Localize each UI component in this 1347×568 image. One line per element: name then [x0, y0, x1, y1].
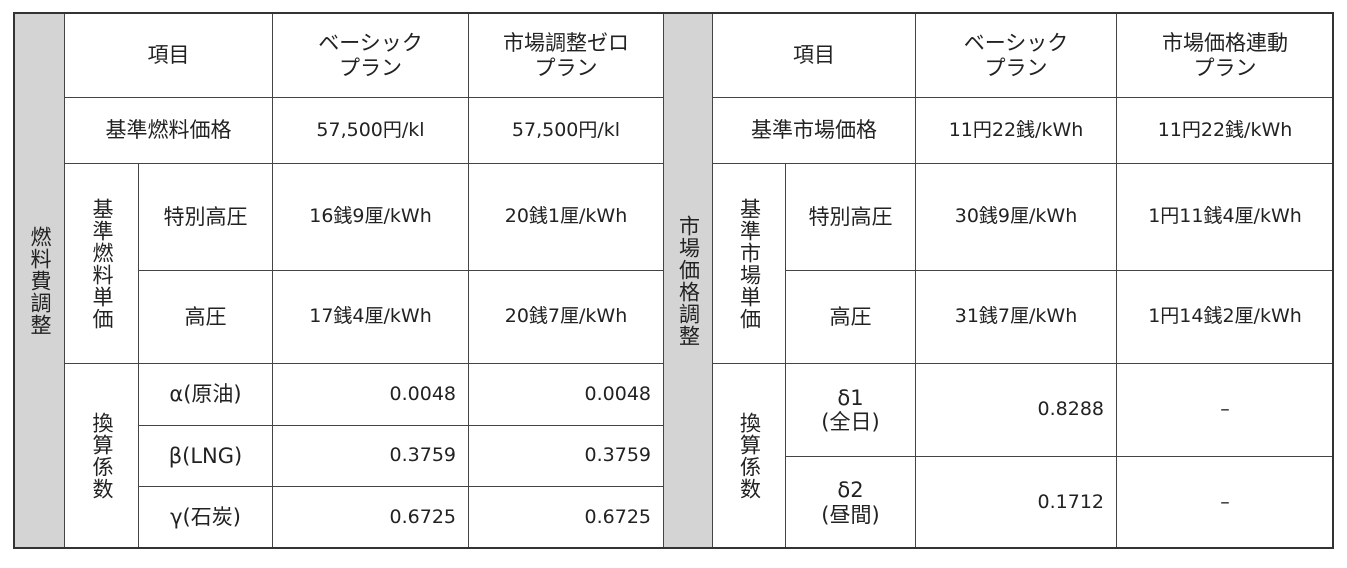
- cell-text: 16銭9厘/kWh: [309, 205, 432, 228]
- cell-text: ベーシック: [963, 31, 1069, 56]
- side-label: 市場価格調整: [663, 13, 713, 549]
- row-label: δ2 (昼間): [785, 456, 916, 549]
- cell-text: 基準燃料単価: [90, 197, 114, 330]
- cell-text: 11円22銭/kWh: [1157, 118, 1293, 141]
- row-label: γ(石炭): [138, 486, 273, 549]
- cell-text: 基準市場単価: [737, 197, 762, 330]
- cell-text: 30銭9厘/kWh: [954, 205, 1078, 228]
- value-cell: 11円22銭/kWh: [915, 97, 1117, 164]
- cell-text: 換算係数: [90, 412, 114, 500]
- header-cell: 市場価格連動 プラン: [1116, 13, 1334, 98]
- row-label: 高圧: [138, 270, 273, 364]
- cell-text: 市場価格調整: [676, 215, 701, 347]
- value-cell: 30銭9厘/kWh: [915, 163, 1117, 271]
- header-cell: 項目: [64, 13, 273, 98]
- value-cell: 20銭7厘/kWh: [468, 270, 664, 364]
- value-cell: 57,500円/kl: [468, 97, 664, 164]
- group-label: 基準燃料単価: [64, 163, 139, 364]
- value-cell: 17銭4厘/kWh: [272, 270, 469, 364]
- cell-text: 57,500円/kl: [316, 118, 425, 141]
- cell-text: 1円11銭4厘/kWh: [1148, 205, 1302, 228]
- value-cell: 1円14銭2厘/kWh: [1116, 270, 1334, 364]
- row-label: α(原油): [138, 363, 273, 426]
- cell-text: プラン: [339, 55, 402, 80]
- cell-text: 0.6725: [389, 505, 456, 528]
- cell-text: 0.6725: [584, 505, 651, 528]
- value-cell: 1円11銭4厘/kWh: [1116, 163, 1334, 271]
- cell-text: 0.0048: [584, 382, 651, 405]
- value-cell: 0.3759: [272, 425, 469, 487]
- value-cell: 0.0048: [468, 363, 664, 426]
- cell-text: 0.3759: [584, 444, 651, 467]
- cell-text: 17銭4厘/kWh: [309, 305, 432, 328]
- cell-text: 燃料費調整: [28, 226, 52, 336]
- value-cell: 11円22銭/kWh: [1116, 97, 1334, 164]
- value-cell: 57,500円/kl: [272, 97, 469, 164]
- cell-text: 57,500円/kl: [511, 118, 621, 141]
- cell-text: –: [1220, 398, 1230, 421]
- cell-text: 0.1712: [1037, 490, 1104, 513]
- cell-text: 20銭7厘/kWh: [504, 305, 628, 328]
- row-label: 特別高圧: [785, 163, 916, 271]
- row-label: 特別高圧: [138, 163, 273, 271]
- cell-text: ベーシック: [318, 31, 423, 56]
- value-cell: 20銭1厘/kWh: [468, 163, 664, 271]
- cell-text: 特別高圧: [808, 204, 893, 229]
- value-cell: 16銭9厘/kWh: [272, 163, 469, 271]
- value-cell: 0.3759: [468, 425, 664, 487]
- row-label: β(LNG): [138, 425, 273, 487]
- cell-text: 高圧: [184, 304, 227, 329]
- cell-text: δ1: [837, 385, 864, 410]
- cell-text: 特別高圧: [163, 204, 248, 229]
- group-label: 基準市場単価: [712, 163, 786, 364]
- header-cell: 項目: [712, 13, 916, 98]
- value-cell: 0.6725: [272, 486, 469, 549]
- row-label: δ1 (全日): [785, 363, 916, 457]
- cell-text: プラン: [534, 55, 598, 80]
- row-label: 基準燃料価格: [64, 97, 273, 164]
- cell-text: 0.0048: [389, 382, 456, 405]
- cell-text: –: [1220, 490, 1230, 513]
- cell-text: プラン: [1193, 55, 1257, 80]
- cell-text: δ2: [837, 478, 864, 503]
- cell-text: 項目: [147, 43, 190, 68]
- cell-text: 0.8288: [1037, 398, 1104, 421]
- value-cell: –: [1116, 363, 1334, 457]
- cell-text: 0.3759: [389, 444, 456, 467]
- value-cell: 0.1712: [915, 456, 1117, 549]
- value-cell: 0.6725: [468, 486, 664, 549]
- value-cell: 0.0048: [272, 363, 469, 426]
- value-cell: 31銭7厘/kWh: [915, 270, 1117, 364]
- cell-text: (全日): [821, 410, 880, 434]
- header-cell: 市場調整ゼロ プラン: [468, 13, 664, 98]
- cell-text: γ(石炭): [170, 505, 241, 530]
- cell-text: α(原油): [169, 382, 242, 407]
- row-label: 高圧: [785, 270, 916, 364]
- side-label: 燃料費調整: [14, 13, 65, 549]
- cell-text: 20銭1厘/kWh: [504, 205, 628, 228]
- group-label: 換算係数: [712, 363, 786, 549]
- cell-text: 市場価格連動: [1162, 31, 1288, 56]
- cell-text: プラン: [984, 55, 1048, 80]
- cell-text: 基準燃料価格: [105, 118, 232, 143]
- header-cell: ベーシック プラン: [915, 13, 1117, 98]
- cell-text: 11円22銭/kWh: [948, 118, 1084, 141]
- value-cell: –: [1116, 456, 1334, 549]
- cell-text: 31銭7厘/kWh: [954, 305, 1078, 328]
- cell-text: β(LNG): [168, 443, 243, 468]
- group-label: 換算係数: [64, 363, 139, 549]
- cell-text: 市場調整ゼロ: [503, 31, 629, 56]
- header-cell: ベーシック プラン: [272, 13, 469, 98]
- value-cell: 0.8288: [915, 363, 1117, 457]
- row-label: 基準市場価格: [712, 97, 916, 164]
- cell-text: 1円14銭2厘/kWh: [1148, 305, 1302, 328]
- cell-text: 基準市場価格: [751, 118, 877, 143]
- cell-text: 高圧: [829, 304, 872, 329]
- cell-text: (昼間): [821, 502, 880, 527]
- cell-text: 換算係数: [737, 412, 762, 500]
- cell-text: 項目: [793, 43, 835, 68]
